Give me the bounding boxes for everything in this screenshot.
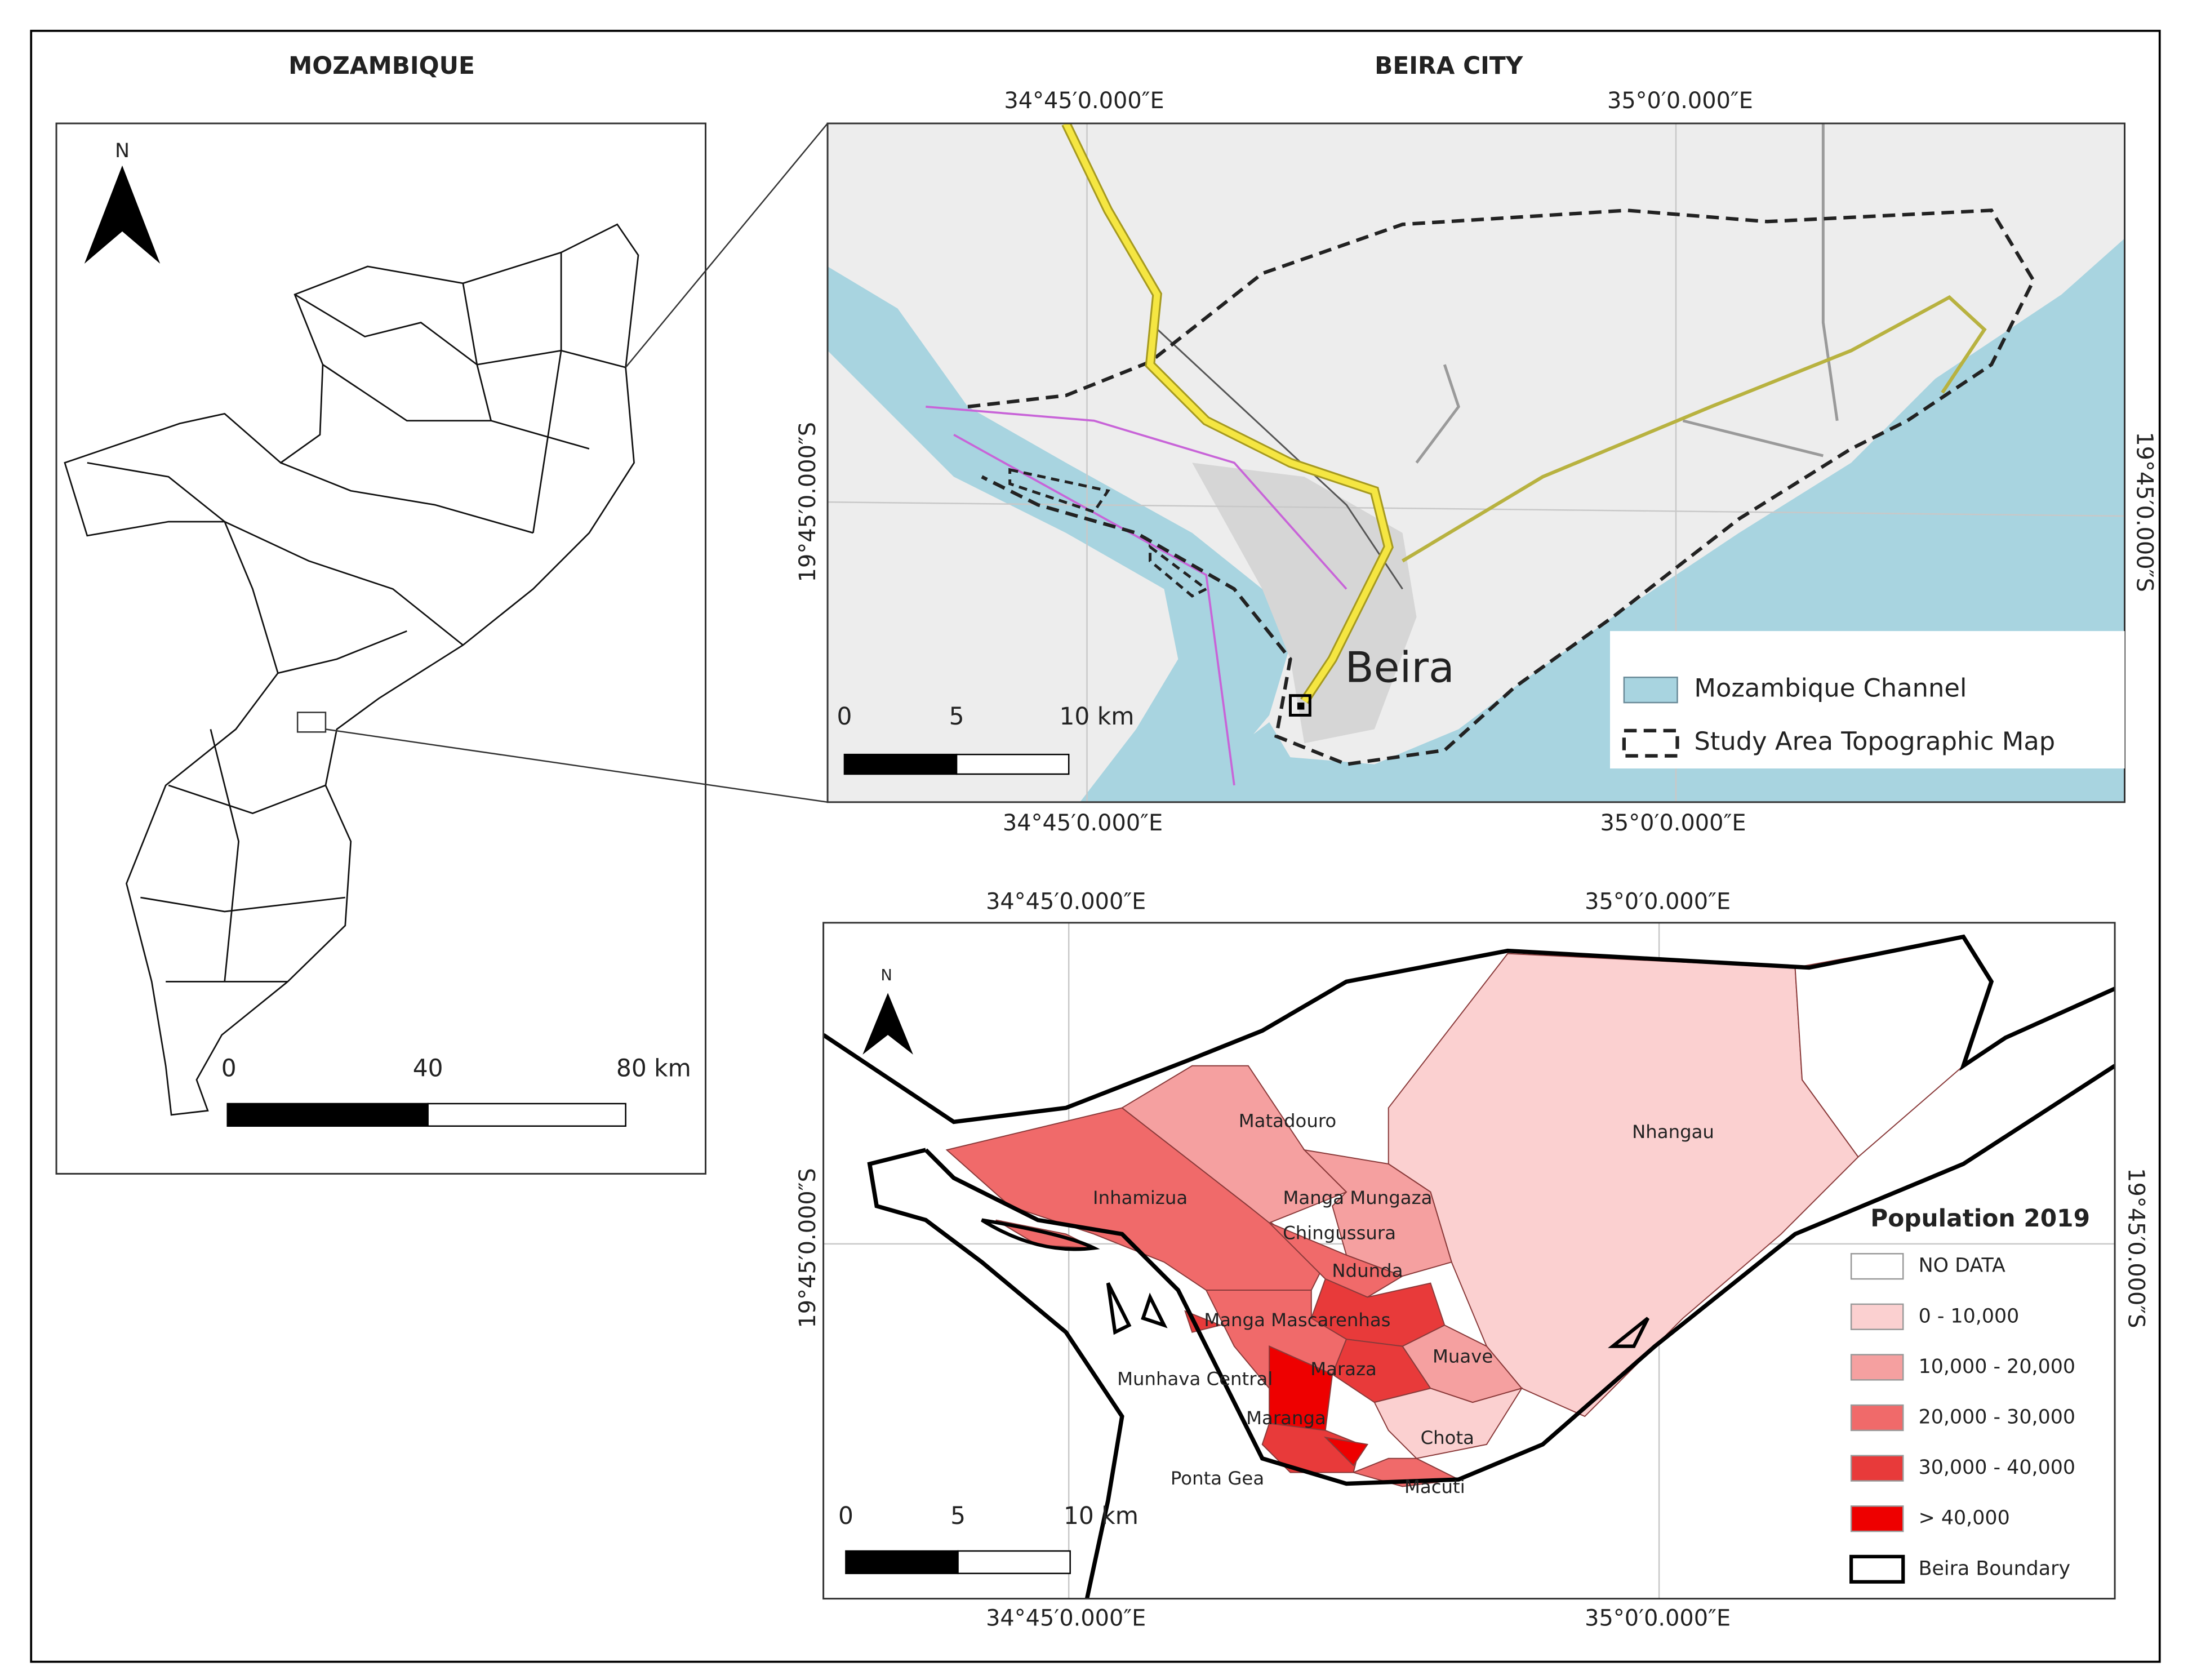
longitude-label: 34°45′0.000″E <box>1004 88 1164 114</box>
neighbourhood-label: Macuti <box>1404 1476 1465 1497</box>
legend-label: 20,000 - 30,000 <box>1919 1406 2075 1429</box>
legend-swatch <box>1622 728 1679 758</box>
legend-label: 10,000 - 20,000 <box>1919 1355 2075 1378</box>
neighbourhood-label: Munhava Central <box>1117 1368 1273 1389</box>
panel-title: BEIRA CITY <box>1375 52 1524 79</box>
legend-swatch <box>1850 1404 1904 1432</box>
scale-bar <box>955 753 1070 775</box>
legend-label: Study Area Topographic Map <box>1694 726 2055 756</box>
legend-swatch <box>1850 1505 1904 1532</box>
neighbourhood-labels: Matadouro Nhangau Inhamizua Manga Mungaza Ch… <box>1093 1110 1714 1497</box>
mozambique-map <box>64 223 639 1116</box>
north-label: N <box>115 140 130 162</box>
legend: Mozambique Channel Study Area Topographic… <box>1610 631 2125 769</box>
panel-title: MOZAMBIQUE <box>288 52 475 79</box>
map-frame <box>822 922 2116 1600</box>
legend-box <box>1610 631 2125 769</box>
scale-label: 10 km <box>1064 1502 1139 1530</box>
legend-label: 30,000 - 40,000 <box>1919 1456 2075 1479</box>
legend: NO DATA 0 - 10,000 10,000 - 20,000 20,000 -… <box>1849 1253 2075 1584</box>
scale-label: 40 <box>413 1055 443 1082</box>
longitude-label: 35°0′0.000″E <box>1585 1605 1731 1631</box>
latitude-label: 19°45′0.000″S <box>795 422 821 582</box>
neighbourhood-label: Maranga <box>1246 1407 1326 1429</box>
scale-bar <box>226 1103 429 1127</box>
scale-label: 80 km <box>616 1055 691 1082</box>
longitude-label: 35°0′0.000″E <box>1607 88 1753 114</box>
outer-frame <box>30 29 2161 1663</box>
legend-swatch <box>1850 1354 1904 1381</box>
longitude-label: 34°45′0.000″E <box>986 1605 1146 1631</box>
study-area-box <box>296 712 327 733</box>
north-arrow <box>84 165 161 264</box>
legend-label: 0 - 10,000 <box>1919 1305 2020 1327</box>
longitude-label: 34°45′0.000″E <box>1003 810 1163 836</box>
legend-swatch <box>1850 1303 1904 1330</box>
neighbourhood-label: Manga Mascarenhas <box>1204 1309 1390 1331</box>
scale-bar <box>957 1550 1071 1575</box>
scale-bar <box>845 1550 959 1575</box>
neighbourhood-label: Inhamizua <box>1093 1187 1188 1208</box>
neighbourhood-label: Nhangau <box>1632 1121 1714 1143</box>
legend-title: Population 2019 <box>1870 1205 2090 1232</box>
neighbourhood-label: Ndunda <box>1332 1260 1403 1282</box>
legend-label: Beira Boundary <box>1919 1557 2070 1580</box>
scale-label: 0 <box>221 1055 237 1082</box>
latitude-label: 19°45′0.000″S <box>2131 432 2157 592</box>
place-label: Beira <box>1345 643 1454 692</box>
legend-swatch <box>1850 1253 1904 1280</box>
longitude-label: 35°0′0.000″E <box>1600 810 1746 836</box>
longitude-label: 35°0′0.000″E <box>1585 889 1731 915</box>
population-map <box>823 922 2115 1599</box>
scale-bar <box>427 1103 626 1127</box>
latitude-label: 19°45′0.000″S <box>2123 1168 2149 1328</box>
latitude-label: 19°45′0.000″S <box>795 1168 821 1328</box>
map-frame <box>826 122 2126 803</box>
legend-label: > 40,000 <box>1919 1507 2010 1530</box>
neighbourhood-label: Chingussura <box>1283 1222 1396 1243</box>
neighbourhood-label: Ponta Gea <box>1171 1468 1264 1489</box>
scale-label: 0 <box>837 703 852 730</box>
scale-bar <box>843 753 958 775</box>
neighbourhood-label: Chota <box>1421 1427 1474 1448</box>
legend-swatch <box>1623 677 1678 704</box>
neighbourhood-label: Matadouro <box>1239 1110 1336 1131</box>
north-arrow <box>862 993 913 1055</box>
legend-label: Mozambique Channel <box>1694 673 1967 703</box>
inset-connector <box>325 728 828 803</box>
legend-swatch <box>1849 1554 1905 1584</box>
longitude-label: 34°45′0.000″E <box>986 889 1146 915</box>
neighbourhood-label: Maraza <box>1310 1358 1377 1380</box>
scale-label: 10 km <box>1059 703 1134 730</box>
neighbourhood-label: Muave <box>1433 1345 1493 1367</box>
neighbourhood-label: Manga Mungaza <box>1283 1187 1432 1208</box>
scale-label: 0 <box>838 1502 853 1530</box>
legend-swatch <box>1850 1455 1904 1482</box>
legend-label: NO DATA <box>1919 1255 2005 1277</box>
scale-label: 5 <box>950 1502 966 1530</box>
north-label: N <box>880 967 892 984</box>
scale-label: 5 <box>949 703 964 730</box>
inset-connector <box>625 123 829 368</box>
